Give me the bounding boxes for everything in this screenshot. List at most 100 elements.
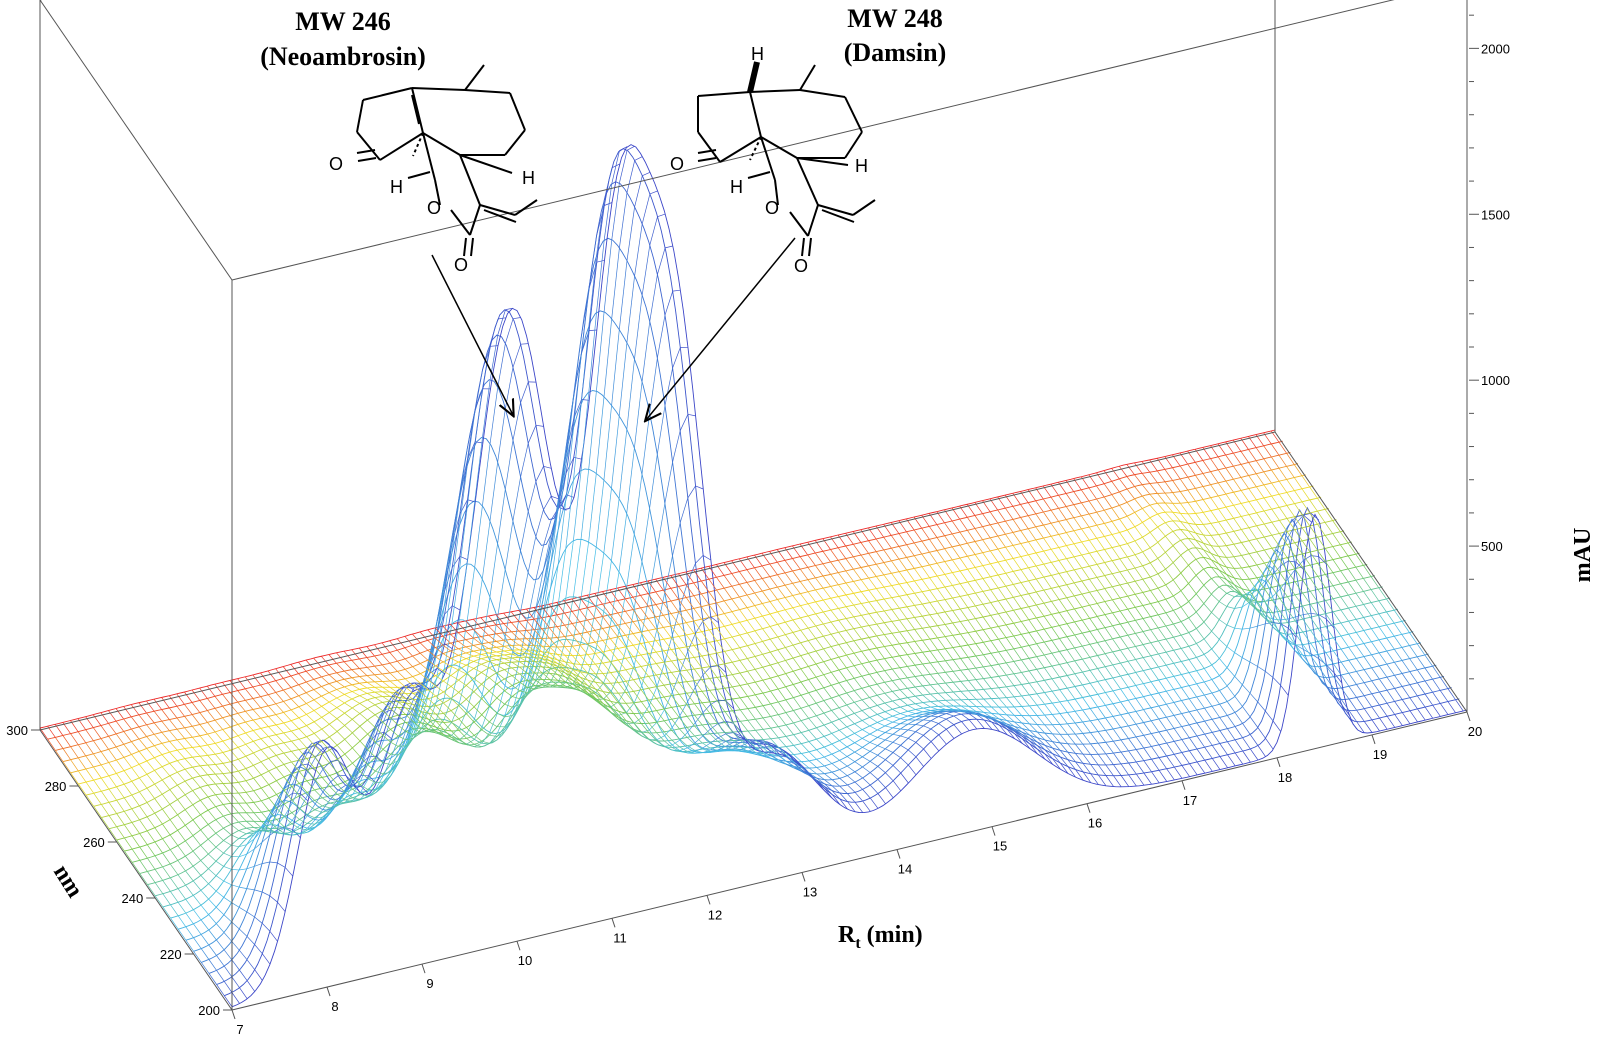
retention-line xyxy=(686,622,695,634)
retention-line xyxy=(299,827,308,834)
retention-line xyxy=(427,659,436,667)
retention-line xyxy=(625,724,635,731)
retention-line xyxy=(146,773,155,785)
retention-line xyxy=(1187,522,1197,534)
retention-line xyxy=(283,722,292,732)
retention-line xyxy=(405,713,415,738)
retention-line xyxy=(382,686,391,693)
retention-line xyxy=(830,561,839,573)
retention-line xyxy=(1248,449,1257,461)
retention-line xyxy=(1118,465,1128,477)
retention-line xyxy=(1263,445,1272,458)
retention-line xyxy=(261,829,270,832)
z-tick-label: 1000 xyxy=(1481,373,1510,388)
retention-line xyxy=(763,742,772,744)
retention-line xyxy=(982,616,992,629)
retention-line xyxy=(1234,726,1243,738)
retention-line xyxy=(679,717,688,728)
box-edge xyxy=(39,431,1276,731)
retention-line xyxy=(1134,594,1144,606)
retention-line xyxy=(443,734,452,740)
retention-line xyxy=(429,649,438,667)
x-tick-label: 18 xyxy=(1278,770,1292,785)
retention-line xyxy=(1272,622,1281,633)
retention-line xyxy=(398,716,407,738)
retention-line xyxy=(588,547,597,602)
retention-line xyxy=(435,721,444,730)
retention-line xyxy=(831,753,840,761)
retention-line xyxy=(869,772,879,780)
retention-line xyxy=(1333,696,1342,708)
retention-line xyxy=(260,787,270,799)
retention-line xyxy=(1379,691,1388,704)
retention-line xyxy=(1051,653,1060,665)
retention-line xyxy=(710,723,719,730)
retention-line xyxy=(1134,554,1143,566)
retention-line xyxy=(1218,556,1227,568)
retention-line xyxy=(367,760,377,780)
retention-line xyxy=(891,535,900,547)
retention-line xyxy=(1164,492,1173,504)
retention-line xyxy=(716,677,726,689)
retention-line xyxy=(687,751,696,754)
retention-line xyxy=(481,660,491,695)
retention-line xyxy=(116,800,125,812)
retention-line xyxy=(466,713,475,723)
retention-line xyxy=(1219,704,1228,716)
retention-line xyxy=(784,572,793,584)
retention-line xyxy=(823,648,832,660)
retention-line xyxy=(480,627,489,636)
box-edge xyxy=(231,0,1395,281)
retention-line xyxy=(900,723,909,725)
retention-line xyxy=(892,691,901,700)
retention-line xyxy=(1264,549,1273,562)
retention-line xyxy=(1348,710,1357,722)
retention-line xyxy=(565,668,574,683)
wavelength-curve xyxy=(39,429,1276,729)
retention-line xyxy=(960,709,969,713)
retention-line xyxy=(868,577,877,589)
retention-line xyxy=(816,780,825,787)
retention-line xyxy=(1082,684,1091,697)
retention-line xyxy=(1074,698,1083,711)
retention-line xyxy=(1348,660,1357,672)
retention-line xyxy=(1158,692,1167,705)
retention-line xyxy=(1112,703,1121,715)
retention-line xyxy=(1356,671,1365,683)
retention-line xyxy=(604,202,613,206)
retention-line xyxy=(1066,636,1075,649)
retention-line xyxy=(260,749,269,759)
retention-line xyxy=(974,528,983,540)
neo-h1: H xyxy=(390,177,403,197)
retention-line xyxy=(830,574,839,585)
retention-line xyxy=(892,780,902,792)
retention-line xyxy=(390,708,399,716)
retention-line xyxy=(670,613,679,625)
retention-line xyxy=(1020,595,1029,607)
retention-line xyxy=(457,622,466,632)
retention-line xyxy=(908,737,916,743)
retention-line xyxy=(261,800,270,811)
retention-line xyxy=(306,703,315,711)
retention-line xyxy=(801,743,810,753)
retention-line xyxy=(1050,536,1060,548)
retention-line xyxy=(778,759,787,765)
retention-line xyxy=(496,731,505,737)
retention-line xyxy=(1355,619,1365,631)
retention-line xyxy=(345,775,354,784)
retention-line xyxy=(626,145,635,151)
retention-line xyxy=(883,610,893,622)
retention-line xyxy=(1103,496,1113,509)
retention-line xyxy=(108,749,117,761)
retention-line xyxy=(208,883,217,892)
retention-line xyxy=(617,624,626,636)
retention-line xyxy=(824,788,833,799)
retention-line xyxy=(1271,469,1280,482)
retention-line xyxy=(1340,583,1349,596)
retention-line xyxy=(1203,524,1212,536)
retention-line xyxy=(343,661,353,670)
retention-line xyxy=(512,344,522,368)
retention-line xyxy=(915,731,924,736)
retention-line xyxy=(845,606,855,618)
retention-line xyxy=(1097,668,1106,680)
